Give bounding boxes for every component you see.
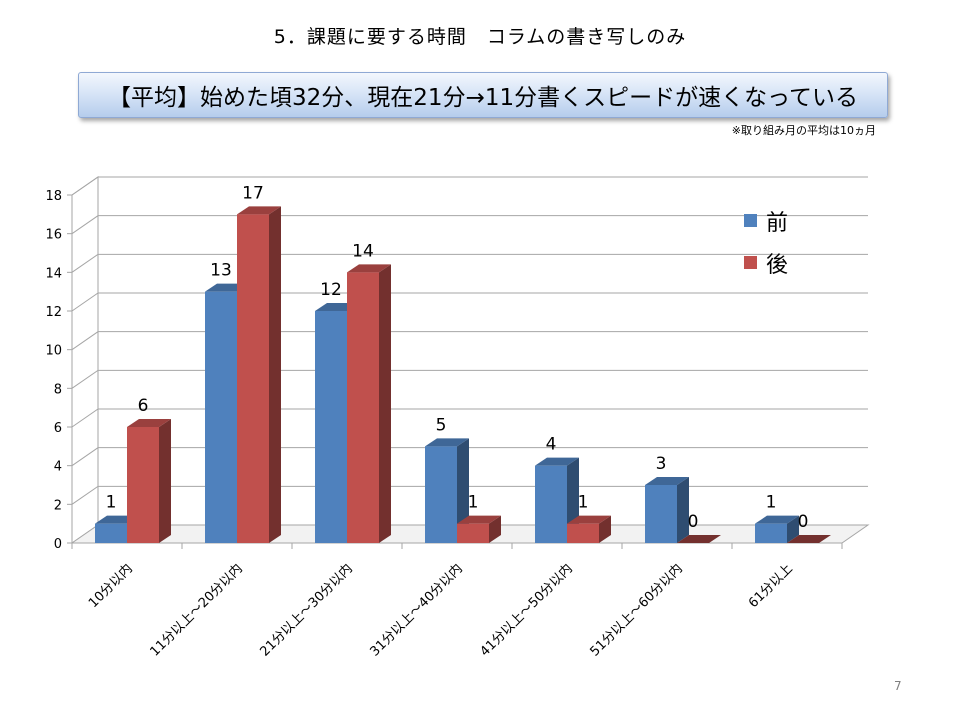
gridline: [71, 408, 868, 428]
bar: [457, 515, 501, 543]
gridline: [71, 176, 868, 196]
bar-zero: [677, 535, 721, 543]
bar-top: [535, 457, 579, 466]
bar-side: [457, 438, 469, 543]
bar-side: [599, 515, 611, 543]
bar-front: [567, 523, 599, 543]
bar-zero: [787, 535, 831, 543]
x-category-label: 51分以上～60分以内: [587, 561, 686, 660]
bar: [347, 264, 391, 543]
legend-label: 後: [766, 253, 788, 278]
data-label: 1: [468, 493, 479, 513]
bar-front: [95, 523, 127, 543]
data-label: 5: [436, 415, 447, 435]
bar-top: [645, 477, 689, 485]
y-tick-label: 16: [45, 228, 62, 243]
chart-bars: [95, 206, 831, 544]
bar: [127, 419, 171, 543]
gridline: [71, 485, 868, 505]
x-axis-category-labels: 10分以内 11分以上～20分以内 21分以上～30分以内 31分以上～40分以内 41…: [85, 561, 796, 660]
data-label: 1: [766, 493, 777, 513]
bar-top: [567, 515, 611, 524]
bar-front: [457, 523, 489, 543]
bar-front: [535, 465, 567, 543]
data-label: 12: [320, 280, 342, 300]
slide-title: 5．課題に要する時間 コラムの書き写しのみ: [273, 26, 687, 48]
bar: [425, 438, 469, 543]
bar-top: [237, 206, 281, 215]
y-tick-label: 0: [54, 537, 62, 552]
data-label: 0: [688, 512, 699, 532]
y-tick-label: 18: [45, 189, 62, 204]
data-label: 4: [546, 435, 557, 455]
y-axis-tick-labels: 0 2 4 6 8 10 12 14 16 18: [45, 189, 62, 552]
bar-front: [237, 214, 269, 544]
gridline: [71, 292, 868, 312]
data-label: 3: [656, 454, 667, 474]
y-tick-label: 14: [45, 266, 62, 281]
x-category-label: 11分以上～20分以内: [147, 561, 246, 660]
data-label: 17: [242, 183, 264, 203]
bar-front: [645, 485, 677, 543]
bar: [787, 535, 831, 543]
data-label: 14: [352, 241, 374, 261]
gridline: [71, 447, 868, 467]
bar-front: [315, 311, 347, 543]
bar-front: [205, 291, 237, 543]
bar-side: [269, 206, 281, 544]
chart-walls: [70, 176, 870, 544]
legend-swatch: [744, 256, 757, 269]
x-category-label: 31分以上～40分以内: [367, 561, 466, 660]
bar: [237, 206, 281, 544]
x-category-label: 10分以内: [85, 561, 136, 612]
bar-top: [457, 515, 501, 524]
data-label: 1: [578, 493, 589, 513]
bar-top: [347, 264, 391, 273]
data-label: 0: [798, 512, 809, 532]
bar-front: [755, 523, 787, 543]
y-tick-label: 8: [54, 382, 62, 397]
page-number: 7: [894, 679, 902, 693]
bar-side: [379, 264, 391, 543]
bar-front: [127, 427, 159, 543]
chart-legend: 前後: [744, 211, 788, 278]
legend-swatch: [744, 214, 757, 227]
footnote: ※取り組み月の平均は10ヵ月: [731, 124, 876, 137]
chart-gridlines: [67, 176, 868, 549]
bar: [567, 515, 611, 543]
x-category-label: 21分以上～30分以内: [257, 561, 356, 660]
y-tick-label: 2: [54, 498, 62, 513]
bar-top: [755, 515, 799, 524]
x-category-label: 41分以上～50分以内: [477, 561, 576, 660]
y-tick-label: 12: [45, 305, 62, 320]
summary-banner-text: 【平均】始めた頃32分、現在21分→11分書くスピードが速くなっている: [108, 85, 858, 111]
data-label: 13: [210, 261, 232, 281]
data-label: 6: [138, 396, 149, 416]
bar-side: [489, 515, 501, 543]
gridline: [71, 253, 868, 273]
bar-top: [127, 419, 171, 427]
bar: [677, 535, 721, 543]
side-wall: [71, 176, 99, 544]
x-category-label: 61分以上: [746, 561, 796, 611]
data-label: 1: [106, 493, 117, 513]
bar: [755, 515, 799, 543]
bar-front: [347, 272, 379, 543]
bar: [645, 477, 689, 543]
y-tick-label: 6: [54, 421, 62, 436]
gridline: [71, 331, 868, 351]
gridline: [71, 369, 868, 389]
bar-side: [159, 419, 171, 543]
bar-side: [677, 477, 689, 543]
bar-front: [425, 446, 457, 543]
bar-side: [787, 515, 799, 543]
summary-banner: 【平均】始めた頃32分、現在21分→11分書くスピードが速くなっている: [78, 72, 888, 118]
bar-top: [425, 438, 469, 447]
gridline: [71, 215, 868, 235]
y-tick-label: 4: [54, 460, 62, 475]
y-tick-label: 10: [45, 344, 62, 359]
legend-label: 前: [766, 211, 788, 236]
